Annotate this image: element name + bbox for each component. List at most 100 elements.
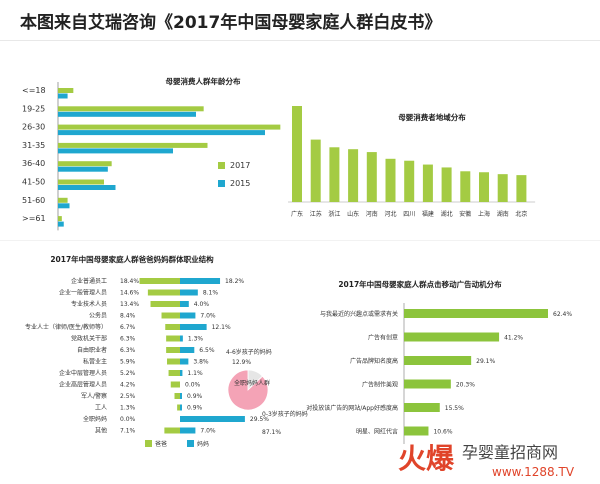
occupation-value-mom: 0.9% xyxy=(187,393,203,400)
mobile-ad-value: 20.3% xyxy=(456,382,475,389)
region-bar xyxy=(310,139,321,202)
occupation-value-mom: 7.0% xyxy=(200,428,216,435)
region-bar xyxy=(404,160,415,202)
age-bar-2015 xyxy=(58,166,108,172)
occupation-tick-label: 私营业主 xyxy=(83,358,107,366)
mobile-ad-value: 62.4% xyxy=(553,311,572,318)
occupation-value-mom: 8.1% xyxy=(203,290,219,297)
page-title: 本图来自艾瑞咨询《2017年中国母婴家庭人群白皮书》 xyxy=(20,13,442,33)
mobile-ad-value: 29.1% xyxy=(476,358,495,365)
mobile-ad-bar xyxy=(404,309,548,318)
pie-slice-value: 87.1% xyxy=(262,429,281,436)
age-tick-label: 36-40 xyxy=(22,159,45,168)
mobile-ad-bar xyxy=(404,379,451,389)
mobile-ad-bar xyxy=(404,356,472,365)
pie-center-label: 全职妈妈人群 xyxy=(234,379,270,387)
occupation-bar-dad xyxy=(170,381,180,388)
age-bar-2015 xyxy=(58,221,64,227)
age-bar-2015 xyxy=(58,203,70,209)
region-tick-label: 安徽 xyxy=(459,210,471,218)
occupation-value-mom: 7.0% xyxy=(200,313,216,320)
age-chart-title: 母婴消费人群年龄分布 xyxy=(166,76,241,86)
occupation-tick-label: 企业高层管理人员 xyxy=(59,381,107,389)
occupation-tick-label: 专业人士（律师/医生/教师等） xyxy=(25,323,107,331)
mobile-ad-chart-title: 2017年中国母婴家庭人群点击移动广告动机分布 xyxy=(338,279,502,289)
region-tick-label: 北京 xyxy=(515,210,527,218)
occupation-bar-dad xyxy=(166,335,180,342)
region-bar xyxy=(422,164,433,202)
age-bar-2017 xyxy=(58,124,281,130)
occupation-value-mom: 0.9% xyxy=(187,405,203,412)
age-bar-2017 xyxy=(58,179,104,185)
region-bar xyxy=(348,149,359,202)
pie-slice-label: 4-6岁孩子的妈妈 xyxy=(226,348,272,356)
age-tick-label: 26-30 xyxy=(22,123,45,132)
region-tick-label: 四川 xyxy=(403,211,415,218)
legend-swatch-妈妈 xyxy=(187,440,194,447)
occupation-value-mom: 29.5% xyxy=(250,416,269,423)
mobile-ad-value: 10.6% xyxy=(433,429,452,436)
occupation-bar-mom xyxy=(180,393,182,399)
occupation-tick-label: 企业一般管理人员 xyxy=(59,289,107,297)
pie-slice xyxy=(227,369,269,411)
region-tick-label: 湖南 xyxy=(497,210,509,218)
occupation-tick-label: 公务员 xyxy=(89,312,107,320)
occupation-value-dad: 2.5% xyxy=(120,393,136,400)
occupation-bar-mom xyxy=(180,278,221,284)
occupation-value-dad: 8.4% xyxy=(120,313,136,320)
legend-swatch-2015 xyxy=(218,180,225,187)
occupation-bar-mom xyxy=(180,312,196,319)
age-tick-label: 41-50 xyxy=(22,178,45,187)
occupation-bar-dad xyxy=(150,301,180,307)
occupation-bar-dad xyxy=(177,404,180,411)
mobile-ad-tick-label: 广告品牌知名度高 xyxy=(350,357,398,365)
occupation-value-dad: 6.3% xyxy=(120,347,136,354)
mobile-ad-tick-label: 对投放该广告的网站/App好感度高 xyxy=(306,404,398,412)
region-chart-title: 母婴消费者地域分布 xyxy=(398,112,466,122)
occupation-value-mom: 1.1% xyxy=(187,370,203,377)
age-bar-2015 xyxy=(58,111,196,117)
age-tick-label: >=61 xyxy=(22,214,46,223)
occupation-value-mom: 18.2% xyxy=(225,278,244,285)
mobile-ad-tick-label: 明星、网红代言 xyxy=(356,428,398,436)
region-bar xyxy=(497,174,508,202)
region-tick-label: 河北 xyxy=(384,210,396,218)
occupation-bar-dad xyxy=(166,347,180,353)
region-bar xyxy=(385,158,396,202)
occupation-value-dad: 13.4% xyxy=(120,301,139,308)
occupation-chart-title: 2017年中国母婴家庭人群爸爸妈妈群体职业结构 xyxy=(50,254,214,264)
pie-slice-label: 0-3岁孩子的妈妈 xyxy=(262,410,308,418)
occupation-bar-mom xyxy=(180,404,182,411)
occupation-value-dad: 1.3% xyxy=(120,405,136,412)
region-bar xyxy=(329,147,340,202)
occupation-value-dad: 0.0% xyxy=(120,416,136,423)
age-bar-2017 xyxy=(58,106,204,112)
age-bar-2017 xyxy=(58,197,68,203)
region-bar xyxy=(366,152,377,202)
age-bar-2017 xyxy=(58,161,112,167)
occupation-bar-mom xyxy=(180,335,183,342)
occupation-bar-mom xyxy=(180,370,183,376)
occupation-value-mom: 12.1% xyxy=(212,324,231,331)
region-tick-label: 福建 xyxy=(422,210,434,218)
occupation-bar-dad xyxy=(161,312,180,319)
occupation-value-mom: 0.0% xyxy=(185,382,201,389)
occupation-value-mom: 3.8% xyxy=(193,359,209,366)
region-tick-label: 上海 xyxy=(478,210,490,218)
legend-label-妈妈: 妈妈 xyxy=(197,440,209,448)
occupation-value-dad: 7.1% xyxy=(120,428,136,435)
occupation-tick-label: 全职妈妈 xyxy=(83,415,107,423)
occupation-tick-label: 工人 xyxy=(95,405,107,412)
legend-swatch-2017 xyxy=(218,162,225,169)
mobile-ad-bar xyxy=(404,426,429,436)
age-bar-2015 xyxy=(58,93,68,99)
region-bar xyxy=(441,167,452,202)
occupation-bar-dad xyxy=(174,393,180,399)
occupation-value-dad: 4.2% xyxy=(120,382,136,389)
region-tick-label: 湖北 xyxy=(441,210,453,218)
occupation-bar-dad xyxy=(147,289,180,296)
occupation-bar-mom xyxy=(180,358,189,365)
